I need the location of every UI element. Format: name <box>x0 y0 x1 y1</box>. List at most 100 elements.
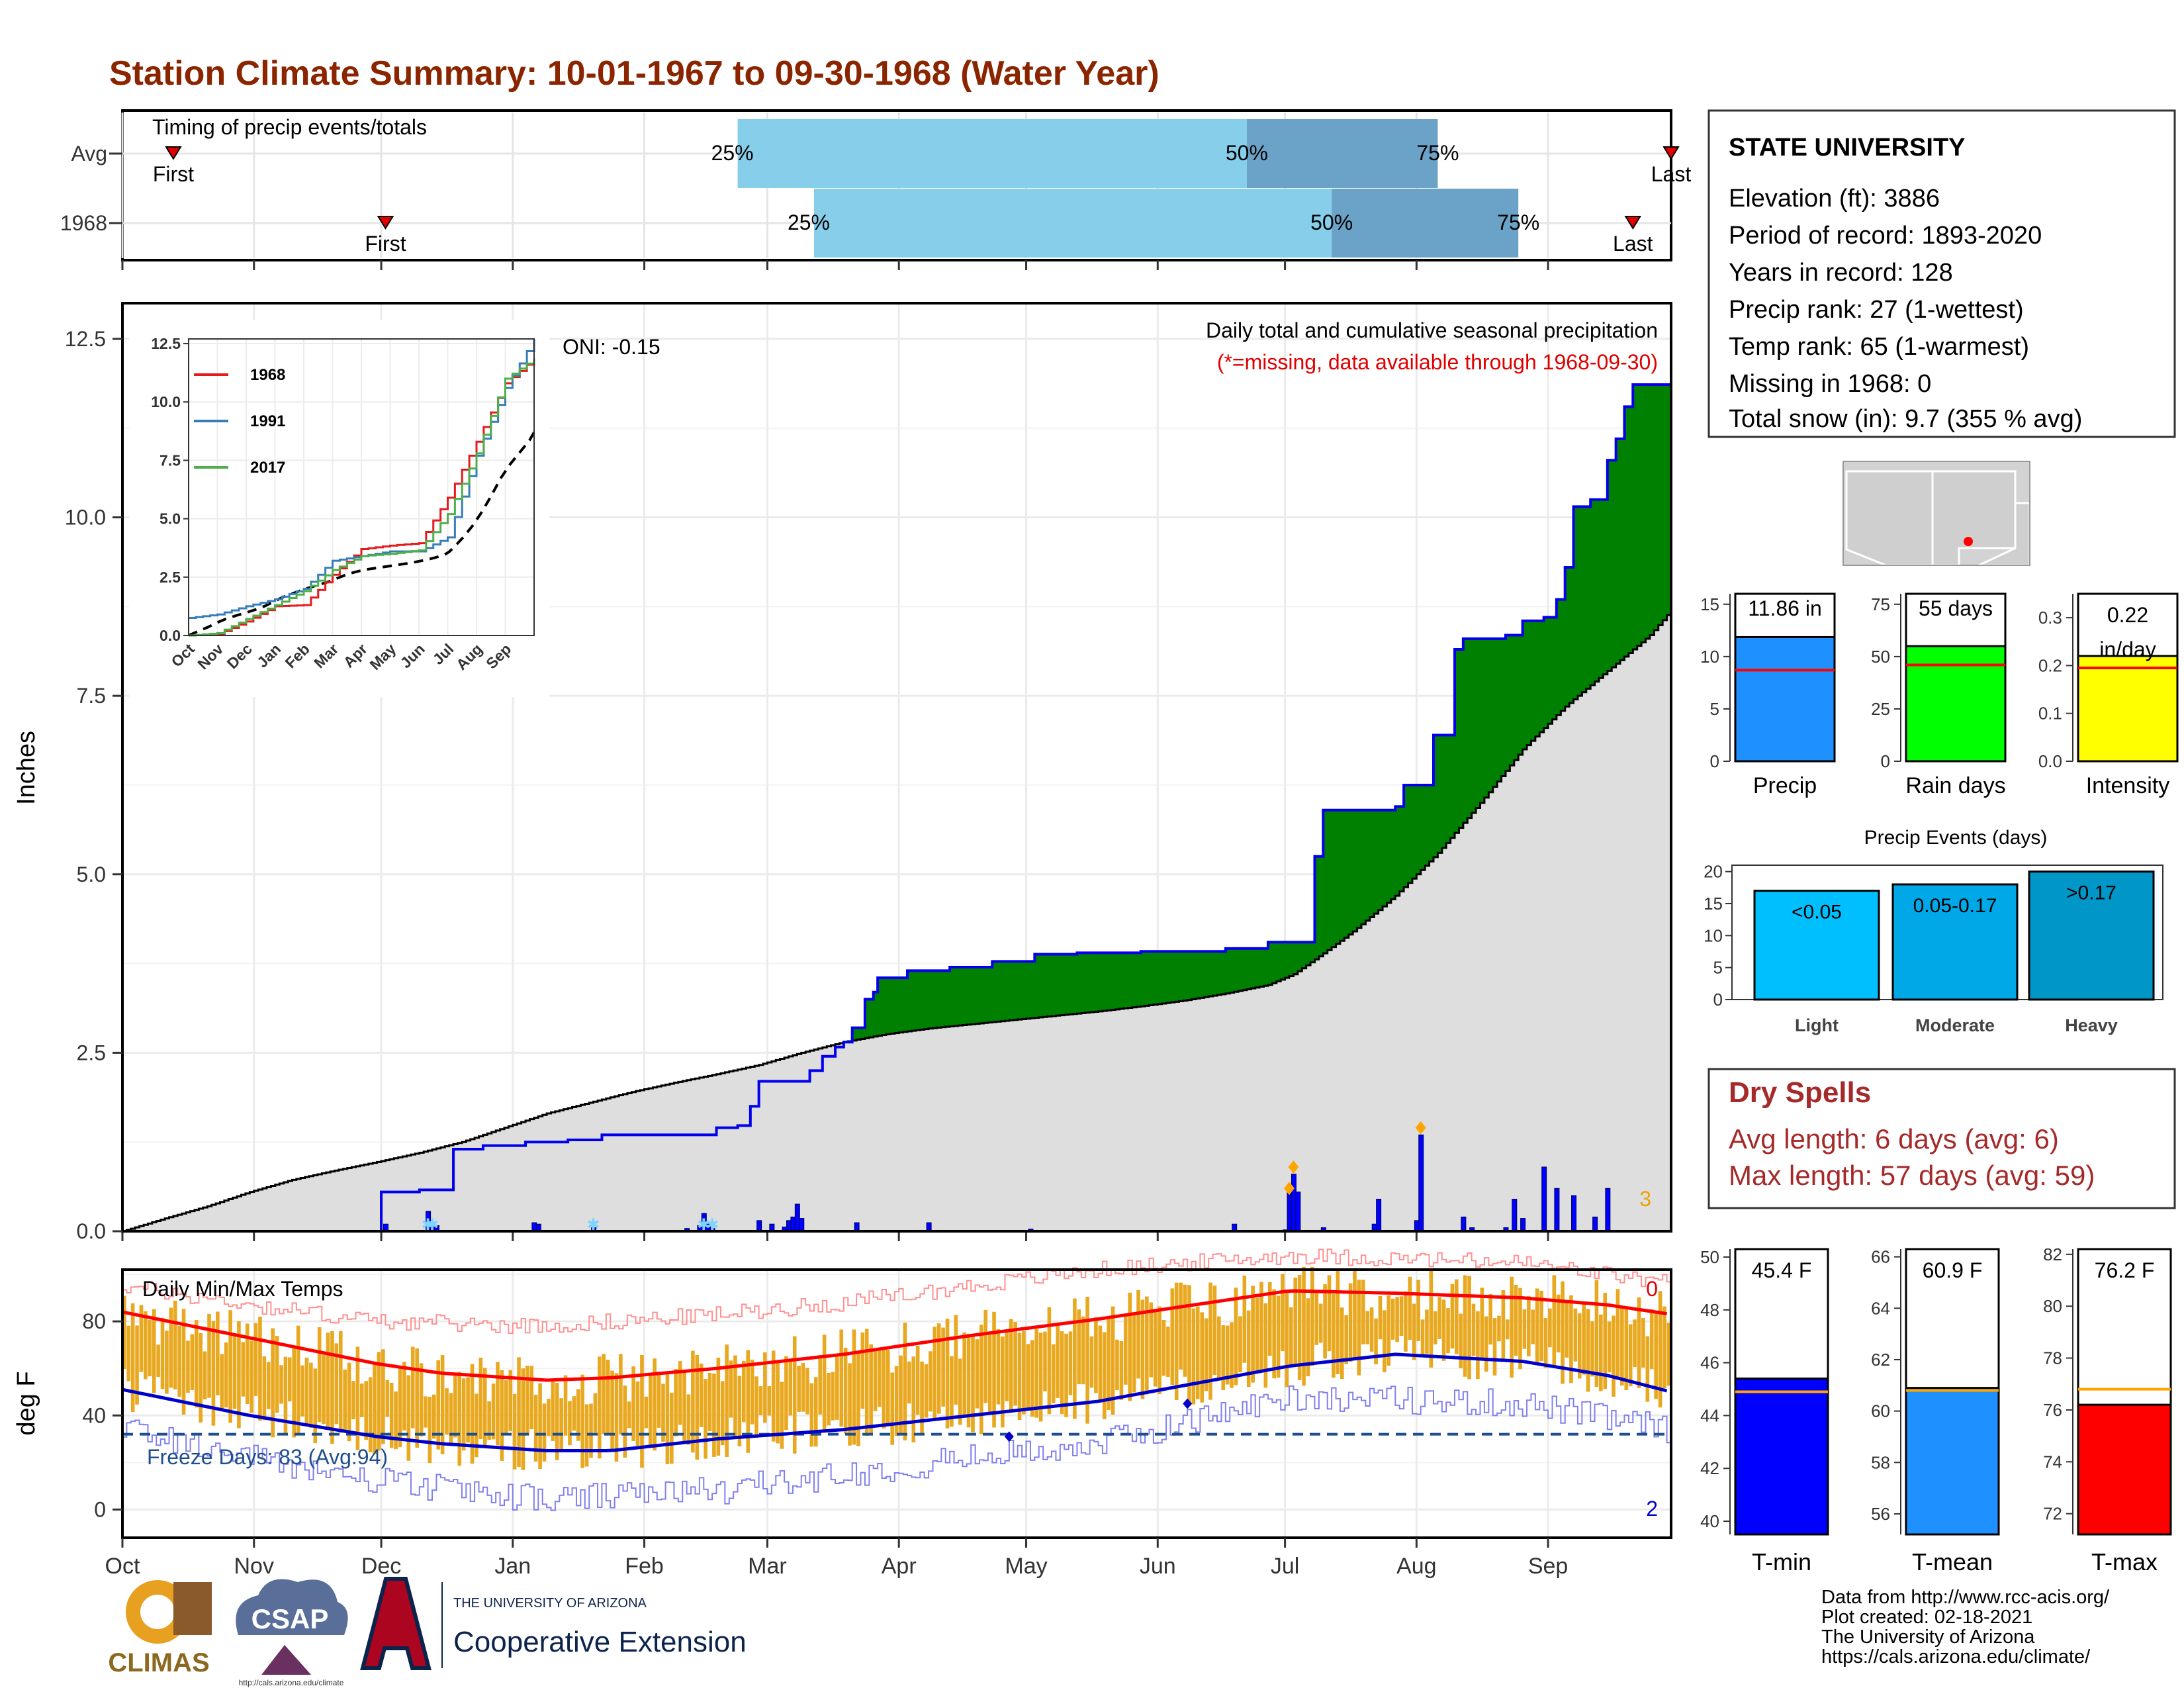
month-label-Jul: Jul <box>1271 1554 1299 1579</box>
precip-surplus-area <box>1420 784 1426 870</box>
summary-bar-fill <box>1905 645 2007 763</box>
timing-bar-25-50 <box>737 119 1247 188</box>
precip-average-line <box>122 610 1672 1233</box>
temp-summary-value-label: 45.4 F <box>1752 1258 1812 1282</box>
daily-temp-bar <box>491 1383 496 1440</box>
daily-temp-bar <box>478 1357 483 1439</box>
precip-surplus-area <box>894 978 899 1033</box>
daily-temp-bar <box>1522 1309 1527 1349</box>
inset-series-line-2017 <box>189 358 535 637</box>
precip-surplus-area <box>1111 953 1116 1010</box>
precip-surplus-area <box>1246 948 1251 990</box>
dry-spells-frame <box>1707 1068 2176 1209</box>
precip-y-tick-label: 7.5 <box>77 684 106 708</box>
temp-y-tick-label: 80 <box>82 1309 106 1333</box>
precip-surplus-area <box>1615 438 1621 664</box>
daily-temp-bar <box>1501 1289 1506 1360</box>
daily-temp-bar <box>1480 1288 1484 1358</box>
temp-summary-y-tick-label: 40 <box>1700 1511 1719 1531</box>
precip-surplus-area <box>1098 953 1103 1011</box>
summary-y-tick-label: 0.1 <box>2038 704 2062 724</box>
cloud-icon <box>236 1579 348 1635</box>
daily-temp-bar <box>232 1333 237 1409</box>
daily-temp-bar <box>1514 1285 1518 1356</box>
daily-temp-bar <box>979 1325 983 1434</box>
precip-surplus-area <box>1001 961 1006 1021</box>
daily-temp-bar <box>1637 1297 1641 1389</box>
daily-temp-bar <box>262 1356 267 1421</box>
timing-first-label: First <box>153 162 194 186</box>
precip-surplus-area <box>1255 948 1260 988</box>
daily-temp-bar <box>538 1383 542 1470</box>
daily-temp-bar <box>1387 1295 1391 1366</box>
precip-surplus-area <box>869 999 874 1038</box>
daily-temp-bar <box>657 1374 661 1428</box>
month-label-Apr: Apr <box>882 1554 917 1579</box>
daily-temp-bar <box>627 1401 631 1429</box>
precip-surplus-area <box>1314 856 1320 960</box>
daily-temp-bar <box>1195 1306 1200 1399</box>
inset-y-tick-label: 7.5 <box>159 451 181 469</box>
daily-temp-bar <box>253 1323 258 1396</box>
daily-temp-bar <box>1153 1309 1158 1387</box>
daily-temp-bar <box>813 1377 818 1447</box>
temp-summary-value-label: 76.2 F <box>2095 1258 2155 1282</box>
daily-temp-bar <box>1658 1291 1662 1408</box>
precip-surplus-area <box>1455 649 1460 833</box>
precip-surplus-area <box>1628 406 1633 653</box>
daily-temp-bar <box>1599 1314 1603 1391</box>
daily-temp-bar <box>385 1380 390 1417</box>
precip-surplus-area <box>1429 784 1434 862</box>
precip-surplus-area <box>1102 953 1107 1011</box>
precip-surplus-area <box>911 970 917 1031</box>
daily-temp-bar <box>941 1327 945 1407</box>
dry-spells-title: Dry Spells <box>1729 1076 1871 1109</box>
precip-surplus-area <box>1353 810 1358 932</box>
daily-temp-bar <box>533 1394 538 1462</box>
timing-bar-50-75 <box>1332 189 1519 258</box>
daily-temp-bar <box>1594 1280 1599 1387</box>
precip-surplus-area <box>1649 384 1655 635</box>
daily-temp-bar <box>1590 1321 1594 1377</box>
daily-temp-bar <box>1136 1289 1140 1379</box>
daily-temp-bar <box>1471 1303 1476 1356</box>
precip-surplus-area <box>1531 620 1536 741</box>
daily-temp-bar <box>1615 1289 1620 1380</box>
precip-surplus-area <box>1459 649 1464 828</box>
daily-temp-bar <box>623 1385 627 1458</box>
temp-y-tick-label: 0 <box>94 1497 106 1521</box>
daily-temp-bar <box>1492 1318 1497 1376</box>
daily-temp-bar <box>1013 1322 1017 1406</box>
daily-temp-bar <box>1437 1297 1442 1339</box>
ua-name-text: THE UNIVERSITY OF ARIZONA <box>453 1596 647 1611</box>
daily-temp-bar <box>475 1393 478 1458</box>
daily-temp-bar <box>843 1347 848 1434</box>
month-label-Mar: Mar <box>748 1554 787 1579</box>
daily-temp-bar <box>648 1373 653 1448</box>
daily-temp-bar <box>971 1335 975 1432</box>
precip-surplus-area <box>1476 638 1481 808</box>
precip-surplus-area <box>1340 810 1345 941</box>
summary-bar-charts: 0 5 10 15 11.86 in Precip 0 25 50 75 55 days Rain d… <box>1700 592 2179 798</box>
daily-temp-bar <box>1527 1295 1531 1356</box>
daily-temp-bar <box>529 1366 534 1430</box>
precip-surplus-area <box>886 978 891 1035</box>
daily-temp-bar <box>1383 1310 1387 1372</box>
daily-temp-bar <box>1293 1278 1298 1367</box>
daily-temp-bar <box>279 1365 283 1404</box>
temp-summary-y-tick-label: 46 <box>1700 1353 1719 1373</box>
daily-temp-bar <box>1255 1297 1259 1372</box>
daily-temp-bar <box>288 1357 292 1401</box>
daily-temp-bar <box>1191 1308 1196 1405</box>
daily-temp-bar <box>1128 1292 1132 1401</box>
daily-temp-bar <box>1098 1325 1103 1403</box>
daily-temp-bar <box>1603 1293 1608 1389</box>
daily-temp-bar <box>1217 1316 1221 1380</box>
daily-temp-bar <box>1467 1276 1471 1380</box>
daily-temp-bar <box>224 1342 228 1408</box>
station-temp-rank: Temp rank: 65 (1-warmest) <box>1729 333 2029 361</box>
daily-temp-bar <box>653 1358 657 1451</box>
precip-surplus-area <box>941 970 946 1027</box>
daily-temp-bar <box>1026 1344 1030 1410</box>
precip-surplus-area <box>1166 951 1171 1004</box>
